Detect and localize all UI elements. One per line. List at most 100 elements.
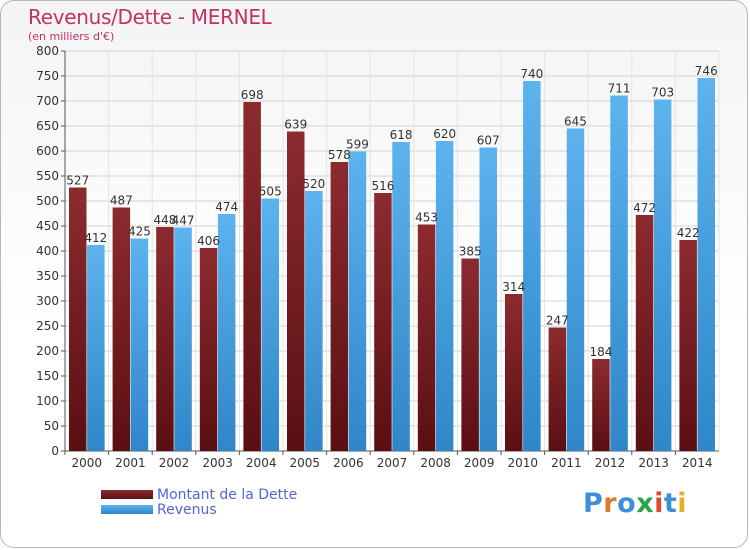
bar-revenue bbox=[697, 78, 715, 451]
data-label-revenue: 645 bbox=[564, 115, 587, 129]
logo-letter: i bbox=[677, 488, 688, 519]
bar-debt bbox=[287, 131, 305, 451]
data-label-debt: 422 bbox=[677, 226, 700, 240]
axes: 0 50 100 150 200 250 300 350 400 450 500 550 600 650 7… bbox=[36, 44, 719, 470]
logo-letter: x bbox=[636, 488, 655, 519]
bar-debt bbox=[199, 248, 218, 451]
data-label-revenue: 599 bbox=[346, 138, 369, 152]
bar-debt bbox=[679, 240, 697, 451]
x-tick-label: 2011 bbox=[551, 456, 582, 470]
data-label-revenue: 740 bbox=[520, 67, 543, 81]
y-tick-label: 250 bbox=[36, 319, 59, 333]
bar-debt bbox=[69, 187, 87, 451]
chart-title: Revenus/Dette - MERNEL bbox=[28, 5, 272, 29]
x-tick-label: 2013 bbox=[638, 456, 669, 470]
proxiti-logo: Proxiti bbox=[583, 488, 687, 519]
data-label-debt: 516 bbox=[371, 179, 394, 193]
bar-debt bbox=[461, 258, 479, 451]
bar-revenue bbox=[305, 191, 323, 451]
data-label-debt: 487 bbox=[110, 194, 133, 208]
x-tick-label: 2006 bbox=[333, 456, 364, 470]
bar-debt bbox=[417, 224, 436, 451]
y-tick-label: 100 bbox=[36, 394, 59, 408]
bar-revenue bbox=[392, 142, 410, 451]
data-label-revenue: 412 bbox=[84, 231, 107, 245]
bar-debt bbox=[635, 215, 654, 451]
bar-revenue bbox=[348, 151, 367, 451]
bar-revenue bbox=[566, 128, 585, 451]
y-tick-label: 600 bbox=[36, 144, 59, 158]
data-label-revenue: 505 bbox=[259, 185, 282, 199]
data-label-debt: 527 bbox=[66, 174, 89, 188]
x-tick-label: 2004 bbox=[246, 456, 277, 470]
x-tick-label: 2009 bbox=[464, 456, 495, 470]
bar-revenue bbox=[653, 99, 672, 451]
data-label-revenue: 703 bbox=[651, 86, 674, 100]
y-tick-label: 450 bbox=[36, 219, 59, 233]
x-tick-label: 2010 bbox=[508, 456, 539, 470]
logo-letter: i bbox=[654, 488, 664, 519]
bar-debt bbox=[243, 102, 261, 451]
y-tick-label: 750 bbox=[36, 69, 59, 83]
x-tick-label: 2014 bbox=[682, 456, 713, 470]
x-tick-label: 2000 bbox=[72, 456, 103, 470]
y-tick-label: 0 bbox=[51, 444, 59, 458]
x-tick-label: 2002 bbox=[159, 456, 190, 470]
data-label-revenue: 520 bbox=[302, 177, 325, 191]
bar-debt bbox=[548, 327, 567, 451]
bar-revenue bbox=[479, 147, 497, 451]
y-tick-label: 350 bbox=[36, 269, 59, 283]
data-label-debt: 448 bbox=[153, 213, 176, 227]
x-tick-label: 2012 bbox=[595, 456, 626, 470]
x-tick-label: 2007 bbox=[377, 456, 408, 470]
logo-letter: o bbox=[617, 488, 637, 519]
bar-debt bbox=[112, 207, 131, 451]
data-label-revenue: 620 bbox=[433, 127, 456, 141]
data-label-debt: 385 bbox=[459, 245, 482, 259]
legend-swatch-debt bbox=[101, 490, 153, 499]
logo-letter: P bbox=[583, 488, 604, 519]
bar-revenue bbox=[130, 238, 149, 451]
legend-swatch-revenue bbox=[101, 505, 153, 514]
data-label-revenue: 447 bbox=[172, 214, 195, 228]
x-tick-label: 2005 bbox=[290, 456, 321, 470]
bar-revenue bbox=[435, 141, 454, 451]
data-label-debt: 578 bbox=[328, 148, 351, 162]
y-tick-label: 300 bbox=[36, 294, 59, 308]
bar-revenue bbox=[87, 245, 105, 451]
data-label-revenue: 607 bbox=[477, 134, 500, 148]
data-label-revenue: 618 bbox=[390, 128, 413, 142]
data-label-debt: 698 bbox=[241, 88, 264, 102]
bar-debt bbox=[592, 359, 610, 451]
y-tick-label: 650 bbox=[36, 119, 59, 133]
bar-revenue bbox=[217, 214, 236, 451]
legend-label-revenue: Revenus bbox=[157, 502, 217, 518]
y-tick-label: 700 bbox=[36, 94, 59, 108]
y-tick-label: 500 bbox=[36, 194, 59, 208]
bars bbox=[69, 78, 715, 451]
bar-debt bbox=[156, 227, 174, 451]
x-tick-label: 2008 bbox=[420, 456, 451, 470]
bar-debt bbox=[374, 193, 392, 451]
data-label-debt: 639 bbox=[284, 118, 307, 132]
chart-subtitle: (en milliers d'€) bbox=[28, 30, 115, 43]
y-tick-label: 50 bbox=[44, 419, 59, 433]
data-label-debt: 314 bbox=[502, 280, 525, 294]
data-labels: 5274124874254484474064746985056395205785… bbox=[66, 64, 717, 359]
legend-label-debt: Montant de la Dette bbox=[157, 487, 298, 503]
y-tick-label: 150 bbox=[36, 369, 59, 383]
x-tick-label: 2003 bbox=[202, 456, 233, 470]
data-label-debt: 453 bbox=[415, 211, 438, 225]
data-label-revenue: 425 bbox=[128, 225, 151, 239]
bar-revenue bbox=[174, 227, 192, 451]
data-label-debt: 184 bbox=[589, 345, 612, 359]
logo-letter: t bbox=[663, 488, 678, 519]
bar-debt bbox=[330, 162, 349, 451]
bar-revenue bbox=[523, 81, 541, 451]
data-label-revenue: 711 bbox=[608, 82, 631, 96]
y-tick-label: 200 bbox=[36, 344, 59, 358]
data-label-debt: 247 bbox=[546, 314, 569, 328]
data-label-revenue: 474 bbox=[215, 200, 238, 214]
